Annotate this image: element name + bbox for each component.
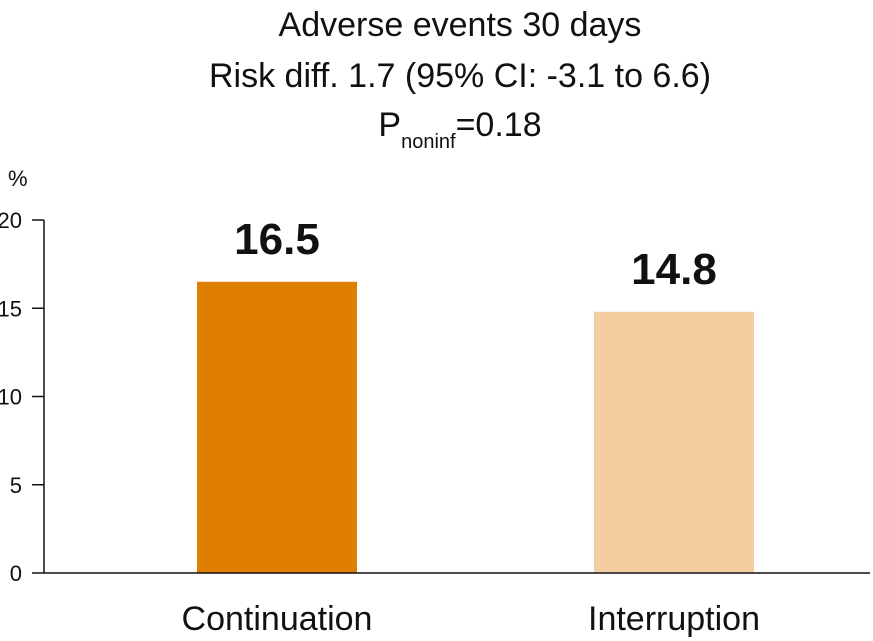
category-label-interruption: Interruption	[588, 600, 760, 638]
value-label-interruption: 14.8	[631, 245, 717, 294]
y-tick-label: 5	[10, 473, 22, 498]
p-value-label: Pnoninf=0.18	[378, 106, 541, 153]
category-label-continuation: Continuation	[182, 600, 373, 638]
y-tick-label: 10	[0, 385, 22, 410]
y-axis-ticks: 0 5 10 15 20	[0, 208, 44, 586]
y-tick-label: 15	[0, 296, 22, 321]
value-label-continuation: 16.5	[234, 215, 320, 264]
bar-interruption	[594, 311, 754, 573]
chart-title-line-2: Risk diff. 1.7 (95% CI: -3.1 to 6.6)	[209, 57, 711, 95]
category-labels: Continuation Interruption	[182, 600, 760, 638]
chart-title: Adverse events 30 days Risk diff. 1.7 (9…	[209, 6, 711, 153]
bar-continuation	[197, 281, 357, 573]
value-labels: 16.5 14.8	[234, 215, 717, 294]
bars	[197, 281, 754, 573]
y-tick-label: 0	[10, 561, 22, 586]
y-axis-label: %	[8, 166, 28, 191]
chart-title-line-1: Adverse events 30 days	[279, 6, 642, 44]
y-tick-label: 20	[0, 208, 22, 233]
